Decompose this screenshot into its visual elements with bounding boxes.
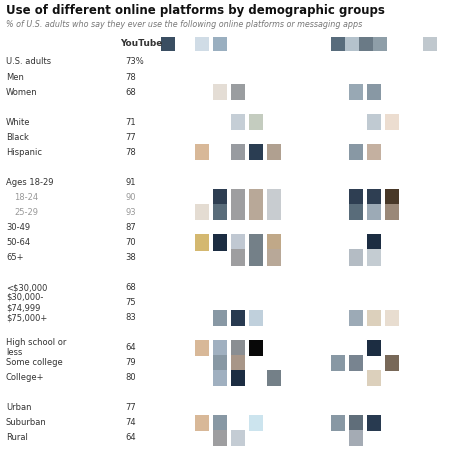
Text: 30-49: 30-49 bbox=[6, 223, 30, 232]
Text: 64: 64 bbox=[125, 433, 136, 442]
Text: White: White bbox=[6, 117, 31, 126]
Text: Women: Women bbox=[6, 88, 38, 97]
Text: <$30,000: <$30,000 bbox=[6, 283, 48, 292]
Text: 68: 68 bbox=[125, 283, 136, 292]
Text: 25-29: 25-29 bbox=[14, 208, 38, 217]
Text: 65+: 65+ bbox=[6, 253, 24, 262]
Text: Hispanic: Hispanic bbox=[6, 148, 42, 157]
Text: U.S. adults: U.S. adults bbox=[6, 58, 51, 67]
Text: 68: 68 bbox=[125, 88, 136, 97]
Text: 74: 74 bbox=[125, 418, 136, 427]
Text: $30,000-
$74,999: $30,000- $74,999 bbox=[6, 293, 43, 312]
Text: 64: 64 bbox=[125, 343, 136, 352]
Text: 50-64: 50-64 bbox=[6, 238, 30, 247]
Text: Use of different online platforms by demographic groups: Use of different online platforms by dem… bbox=[6, 4, 385, 17]
Text: 78: 78 bbox=[125, 72, 136, 81]
Text: % of U.S. adults who say they ever use the following online platforms or messagi: % of U.S. adults who say they ever use t… bbox=[6, 20, 362, 29]
Text: 90: 90 bbox=[125, 193, 136, 202]
Text: Some college: Some college bbox=[6, 358, 63, 367]
Text: 75: 75 bbox=[125, 298, 136, 307]
Text: Men: Men bbox=[6, 72, 24, 81]
Text: 71: 71 bbox=[125, 117, 136, 126]
Text: High school or
less: High school or less bbox=[6, 338, 66, 357]
Text: 77: 77 bbox=[125, 133, 136, 142]
Text: 38: 38 bbox=[125, 253, 136, 262]
Text: Black: Black bbox=[6, 133, 29, 142]
Text: 93: 93 bbox=[125, 208, 136, 217]
Text: Rural: Rural bbox=[6, 433, 28, 442]
Text: 78: 78 bbox=[125, 148, 136, 157]
Text: 77: 77 bbox=[125, 403, 136, 412]
Text: 91: 91 bbox=[125, 178, 136, 187]
Text: 79: 79 bbox=[125, 358, 136, 367]
Text: YouTube: YouTube bbox=[120, 40, 162, 49]
Text: 70: 70 bbox=[125, 238, 136, 247]
Text: 18-24: 18-24 bbox=[14, 193, 38, 202]
Text: 80: 80 bbox=[125, 374, 136, 382]
Text: Ages 18-29: Ages 18-29 bbox=[6, 178, 54, 187]
Text: College+: College+ bbox=[6, 374, 44, 382]
Text: Suburban: Suburban bbox=[6, 418, 47, 427]
Text: $75,000+: $75,000+ bbox=[6, 313, 47, 322]
Text: 73%: 73% bbox=[125, 58, 144, 67]
Text: 83: 83 bbox=[125, 313, 136, 322]
Text: 87: 87 bbox=[125, 223, 136, 232]
Text: Urban: Urban bbox=[6, 403, 32, 412]
